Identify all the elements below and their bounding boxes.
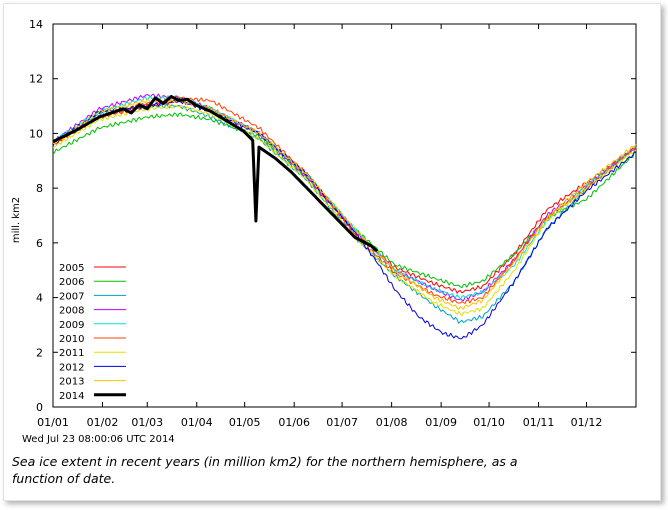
y-tick-label: 2: [36, 346, 43, 359]
x-tick-label: 01/12: [571, 416, 603, 429]
legend-label-2008: 2008: [59, 306, 84, 317]
legend-label-2012: 2012: [59, 362, 84, 373]
series-line-2011: [52, 104, 637, 317]
x-tick-label: 01/10: [473, 416, 505, 429]
figure-caption: Sea ice extent in recent years (in milli…: [12, 454, 518, 486]
series-line-2009: [52, 95, 637, 301]
x-tick-label: 01/07: [326, 416, 358, 429]
x-tick-label: 01/08: [376, 416, 408, 429]
y-tick-label: 10: [29, 127, 43, 140]
legend-label-2005: 2005: [59, 263, 84, 274]
series-line-2014: [52, 95, 379, 253]
x-tick-label: 01/09: [425, 416, 457, 429]
chart-frame: [3, 3, 661, 501]
y-tick-label: 14: [29, 18, 43, 31]
legend-label-2006: 2006: [59, 277, 84, 288]
y-tick-label: 4: [36, 292, 43, 305]
y-axis-label: mill. km2: [11, 197, 22, 243]
x-tick-label: 01/03: [131, 416, 163, 429]
x-tick-label: 01/06: [278, 416, 310, 429]
series-line-2007: [52, 103, 637, 324]
x-tick-label: 01/05: [229, 416, 261, 429]
x-tick-label: 01/01: [37, 416, 69, 429]
plot-border: [52, 23, 637, 408]
series-line-2008: [52, 93, 637, 302]
y-tick-label: 6: [36, 237, 43, 250]
series-line-2010: [52, 95, 637, 304]
timestamp: Wed Jul 23 08:00:06 UTC 2014: [22, 434, 175, 445]
legend-label-2014: 2014: [59, 391, 84, 402]
legend-label-2007: 2007: [59, 291, 84, 302]
legend-label-2011: 2011: [59, 348, 84, 359]
x-tick-label: 01/11: [523, 416, 555, 429]
series-line-2006: [52, 112, 637, 289]
x-tick-label: 01/02: [87, 416, 119, 429]
legend-label-2010: 2010: [59, 334, 84, 345]
series-line-2013: [53, 98, 637, 310]
legend-label-2009: 2009: [59, 320, 84, 331]
series-line-2005: [52, 99, 637, 294]
legend-label-2013: 2013: [59, 377, 84, 388]
y-tick-label: 12: [29, 73, 43, 86]
x-tick-label: 01/04: [181, 416, 213, 429]
y-tick-label: 0: [36, 401, 43, 414]
y-tick-label: 8: [36, 182, 43, 195]
